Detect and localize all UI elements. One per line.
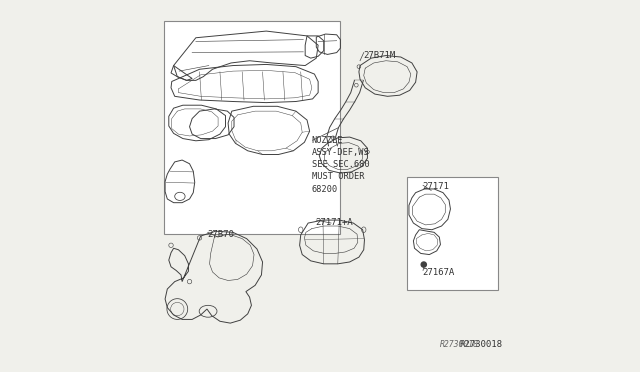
Text: 27171: 27171 — [422, 182, 449, 190]
Text: 27171+A: 27171+A — [316, 218, 353, 227]
Text: R2730018: R2730018 — [459, 340, 502, 349]
Text: 27B70: 27B70 — [207, 230, 234, 239]
Text: R2730018: R2730018 — [440, 340, 479, 349]
Text: NOZZLE
ASSY-DEF,WS
SEE SEC.680
MUST ORDER
68200: NOZZLE ASSY-DEF,WS SEE SEC.680 MUST ORDE… — [312, 136, 369, 193]
Text: 27B71M: 27B71M — [364, 51, 396, 60]
Bar — [407, 177, 498, 290]
Bar — [164, 21, 340, 234]
Circle shape — [421, 262, 426, 267]
Text: 27167A: 27167A — [422, 267, 454, 276]
